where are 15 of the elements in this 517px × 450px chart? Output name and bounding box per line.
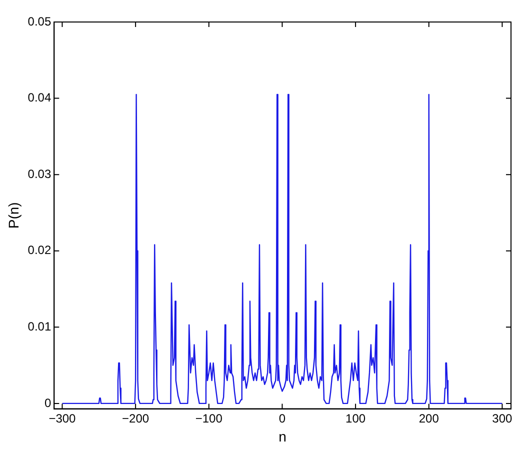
y-tick-label: 0.04 xyxy=(28,90,52,105)
y-tick-label: 0.01 xyxy=(28,319,52,334)
x-tick-label: 100 xyxy=(346,411,366,426)
x-axis-title: n xyxy=(278,428,286,444)
x-tick-label: −100 xyxy=(195,411,223,426)
y-tick-label: 0.05 xyxy=(28,14,52,28)
x-tick-label: 200 xyxy=(418,411,440,426)
y-tick-label: 0 xyxy=(44,396,52,410)
x-tick-label: 0 xyxy=(278,411,286,426)
y-axis-title: P(n) xyxy=(5,202,22,229)
y-tick-label: 0.02 xyxy=(28,243,52,258)
x-tick-label: −300 xyxy=(48,411,76,426)
x-tick-label: −200 xyxy=(122,411,150,426)
x-tick-label: 300 xyxy=(492,411,513,426)
y-tick-label: 0.03 xyxy=(28,166,52,181)
